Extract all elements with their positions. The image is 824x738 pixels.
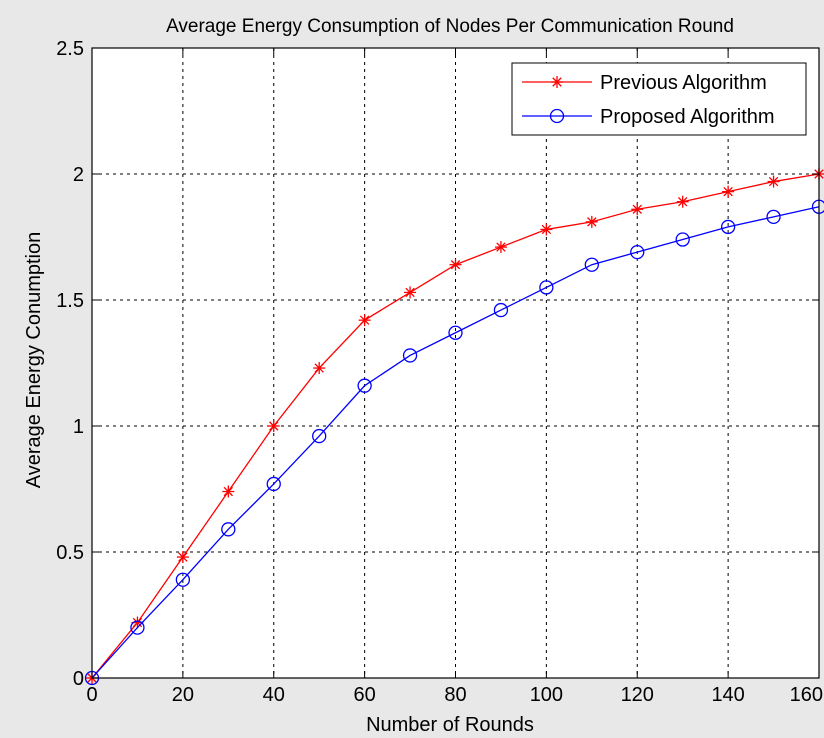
legend-label: Previous Algorithm bbox=[600, 72, 767, 94]
data-point bbox=[631, 203, 644, 216]
x-tick-label: 60 bbox=[354, 684, 376, 706]
legend-marker bbox=[549, 108, 565, 124]
axis-ticks: 0 20 40 60 80 100 120 140 160 0 0.5 1 1.5 2 2.5 bbox=[56, 38, 823, 706]
grid-lines bbox=[92, 48, 819, 678]
data-point bbox=[585, 215, 598, 228]
data-point bbox=[449, 258, 462, 271]
y-tick-label: 1 bbox=[73, 416, 84, 438]
legend: Previous Algorithm Proposed Algorithm bbox=[511, 62, 807, 136]
data-point bbox=[312, 428, 327, 444]
y-tick-label: 0.5 bbox=[56, 542, 84, 564]
data-point bbox=[494, 241, 507, 254]
data-point bbox=[722, 185, 735, 198]
y-tick-label: 1.5 bbox=[56, 290, 84, 312]
data-point bbox=[767, 175, 780, 188]
x-tick-label: 160 bbox=[790, 684, 823, 706]
x-tick-label: 140 bbox=[711, 684, 744, 706]
data-point bbox=[584, 257, 599, 272]
data-point bbox=[175, 572, 191, 587]
x-tick-label: 0 bbox=[86, 684, 97, 706]
legend-marker bbox=[551, 76, 563, 88]
data-point bbox=[540, 223, 553, 236]
x-tick-label: 40 bbox=[263, 684, 285, 706]
data-point bbox=[222, 485, 235, 498]
data-point bbox=[221, 522, 236, 537]
legend-entry: Previous Algorithm bbox=[522, 72, 767, 94]
data-point bbox=[493, 302, 509, 318]
legend-box bbox=[511, 62, 807, 136]
data-point bbox=[313, 362, 326, 375]
data-point bbox=[766, 209, 781, 224]
y-tick-label: 2.5 bbox=[56, 38, 84, 60]
y-tick-label: 0 bbox=[73, 668, 84, 690]
series-line bbox=[91, 206, 820, 679]
y-tick-label: 2 bbox=[73, 164, 84, 186]
legend-label: Proposed Algorithm bbox=[600, 106, 775, 128]
data-point bbox=[358, 314, 371, 327]
data-point bbox=[676, 195, 689, 208]
x-tick-label: 120 bbox=[621, 684, 654, 706]
legend-entry: Proposed Algorithm bbox=[522, 106, 775, 128]
data-point bbox=[267, 420, 280, 432]
data-point bbox=[448, 325, 463, 340]
x-tick-label: 20 bbox=[172, 684, 194, 706]
data-point bbox=[675, 232, 690, 247]
x-tick-label: 80 bbox=[444, 684, 466, 706]
data-point bbox=[404, 286, 417, 299]
data-point bbox=[176, 551, 189, 564]
data-point bbox=[357, 378, 372, 393]
data-point bbox=[402, 348, 418, 363]
y-axis-label: Average Energy Conumption bbox=[23, 232, 45, 488]
data-point bbox=[266, 476, 281, 492]
x-axis-label: Number of Rounds bbox=[366, 714, 534, 736]
chart-title: Average Energy Consumption of Nodes Per … bbox=[166, 16, 734, 37]
data-point bbox=[130, 620, 145, 635]
data-point bbox=[720, 219, 736, 235]
x-tick-label: 100 bbox=[530, 684, 563, 706]
data-point bbox=[539, 280, 554, 295]
data-point bbox=[630, 244, 645, 260]
